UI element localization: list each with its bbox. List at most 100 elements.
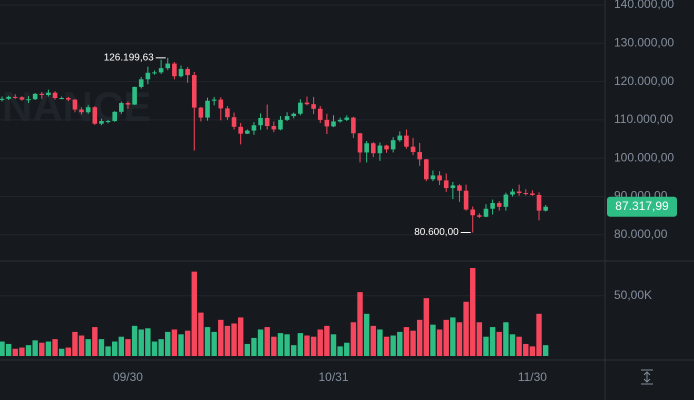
candle-body: [52, 92, 58, 99]
candle-body: [510, 191, 515, 195]
candle-body: [530, 193, 535, 195]
candle-body: [324, 119, 330, 127]
candle-body: [165, 63, 171, 69]
candle-body: [384, 145, 389, 150]
volume-bar: [52, 339, 58, 356]
candle-body: [357, 133, 363, 153]
volume-bar: [523, 343, 529, 356]
candle-body: [284, 116, 290, 120]
candle-body: [331, 121, 336, 127]
candle-body: [72, 99, 78, 110]
volume-bar: [456, 322, 463, 356]
volume-bar: [377, 329, 383, 356]
candle-body: [404, 135, 409, 147]
volume-bar: [158, 339, 164, 356]
candle-body: [119, 103, 124, 112]
candle-body: [245, 130, 250, 134]
volume-bar: [423, 298, 430, 356]
candle-body: [483, 208, 489, 217]
candle-body: [152, 72, 157, 74]
volume-bar: [264, 327, 270, 356]
volume-bar: [397, 331, 403, 356]
candle-body: [46, 92, 51, 95]
candle-body: [298, 102, 303, 114]
volume-bar: [284, 334, 290, 356]
volume-bar: [65, 347, 71, 356]
candle-body: [191, 75, 197, 108]
volume-bar: [509, 334, 516, 356]
candle-body: [125, 103, 131, 105]
volume-bar: [171, 329, 178, 356]
volume-bar: [536, 313, 542, 356]
candle-body: [132, 86, 137, 105]
volume-bar: [410, 330, 416, 356]
last-price-label: 87.317,99: [615, 199, 669, 213]
volume-bar: [98, 339, 105, 356]
candle-body: [271, 126, 277, 130]
candle-body: [19, 97, 25, 100]
volume-bar: [463, 301, 469, 356]
candle-body: [470, 209, 476, 216]
volume-bar: [450, 317, 456, 356]
candle-body: [205, 100, 210, 118]
volume-bar: [131, 325, 138, 356]
candle-body: [231, 117, 237, 127]
volume-bar: [138, 329, 144, 356]
y-tick-label: 110.000,00: [614, 112, 673, 126]
candle-body: [138, 79, 144, 87]
volume-bar: [165, 331, 171, 356]
candle-body: [178, 68, 184, 77]
candle-body: [523, 193, 529, 195]
y-tick-label: 80.000,00: [614, 227, 668, 241]
candle-body: [211, 99, 217, 101]
volume-bar: [85, 339, 91, 356]
volume-bar: [277, 333, 284, 356]
high-label: 126.199,63: [104, 52, 154, 63]
low-label: 80.600,00: [414, 227, 459, 238]
volume-bar: [251, 337, 257, 356]
volume-bar: [470, 268, 476, 356]
candle-body: [503, 194, 509, 207]
volume-bar: [344, 342, 350, 356]
candle-body: [79, 109, 84, 113]
scale-toggle[interactable]: [636, 366, 658, 388]
volume-bar: [45, 341, 52, 356]
volume-bar: [58, 348, 65, 356]
volume-bar: [436, 329, 443, 356]
candle-body: [311, 104, 316, 109]
scale-toggle-icon[interactable]: [641, 369, 653, 385]
volume-bar: [19, 347, 25, 356]
candle-body: [337, 119, 343, 122]
candle-body: [490, 203, 495, 209]
volume-bar: [496, 331, 502, 356]
volume-bar: [271, 336, 277, 356]
volume-bar: [383, 336, 390, 356]
volume-bar: [317, 329, 323, 356]
volume-bar: [198, 312, 204, 356]
volume-bar: [304, 335, 310, 356]
volume-bar: [237, 317, 244, 356]
volume-bar: [72, 331, 78, 356]
volume-bar: [112, 341, 118, 356]
volume-bar: [244, 343, 251, 356]
candle-body: [0, 98, 5, 100]
last-price-tag: [607, 196, 677, 217]
volume-bar: [297, 333, 304, 356]
candle-body: [32, 93, 38, 100]
volume-bar: [443, 319, 449, 356]
volume-bar: [151, 341, 158, 356]
y-tick-label: 120.000,00: [614, 74, 674, 88]
volume-bar: [430, 324, 436, 356]
volume-bar: [503, 322, 509, 356]
x-tick-label: 10/31: [318, 370, 348, 384]
volume-bar: [12, 348, 18, 356]
volume-bar: [191, 271, 197, 356]
volume-bar: [92, 327, 98, 356]
candle-body: [543, 206, 548, 211]
y-tick-label: 100.000,00: [614, 150, 674, 164]
candle-body: [218, 99, 224, 109]
candle-body: [536, 194, 542, 211]
volume-bar: [257, 329, 264, 356]
candle-body: [112, 111, 118, 122]
